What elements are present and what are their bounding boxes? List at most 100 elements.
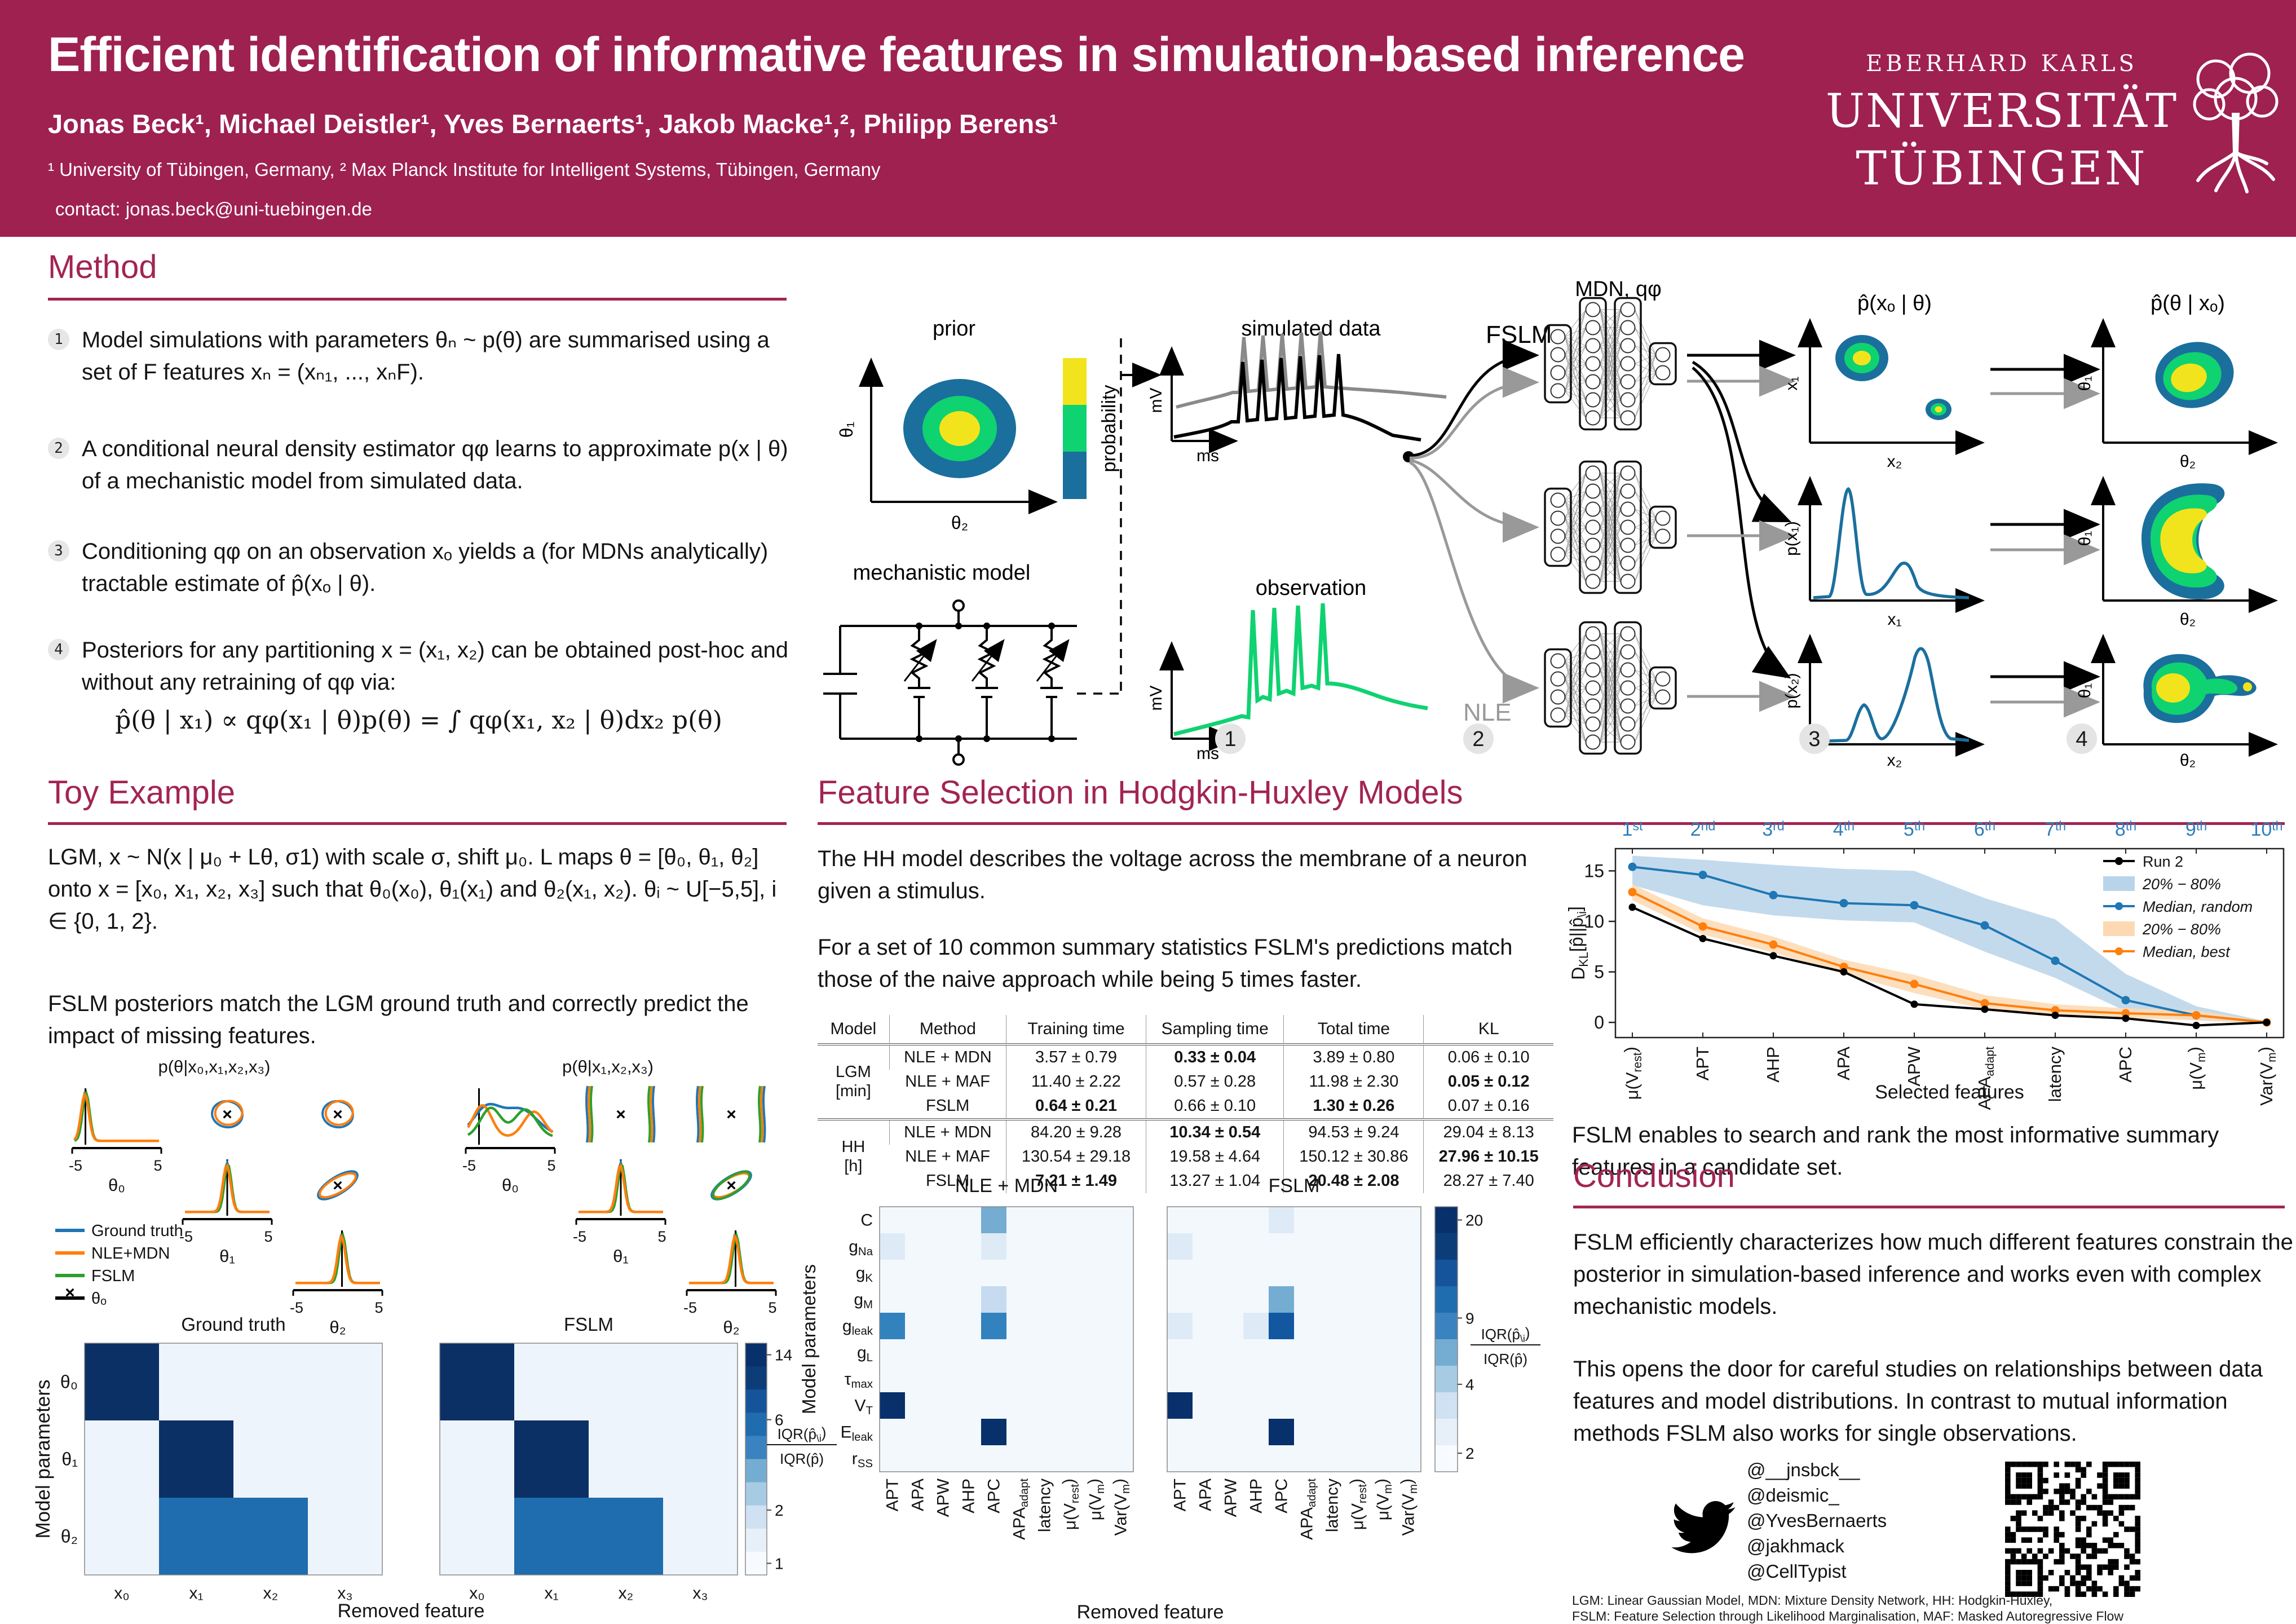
toy-rule [48,822,787,825]
heat-col-label: x₂ [619,1584,634,1603]
x-tick-label: μ(Vrest​) [1621,1047,1644,1100]
contact-email: contact: jonas.beck@uni-tuebingen.de [55,198,372,219]
corner-tick: -5 [69,1157,82,1174]
table-model-cell: LGM [min] [835,1063,871,1100]
heatmap-title: FSLM [1269,1175,1320,1197]
svg-text:×: × [726,1105,736,1124]
heat-col-label: APC [1273,1479,1291,1513]
heat-col-label: APT [884,1479,902,1511]
sampling-dashed-connector [1077,338,1122,695]
y-axis-title: DKL​[p̂||p̂\i​] [1565,906,1591,980]
corner-plot-marginal-posterior: p(θ|x₁,x₂,x₃) -5 5 θ₀ -5 5 θ₁ -5 5 θ₂ × × × [462,1057,777,1337]
sim-trace-gray [1176,331,1447,409]
hh-paragraph-1: The HH model describes the voltage acros… [818,846,1527,903]
table-value-cell: 150.12 ± 30.86 [1283,1145,1424,1169]
toy-paragraph-1: LGM, x ~ N(x | μ₀ + Lθ, σ1) with scale σ… [48,845,777,934]
tree-logo-icon [2193,52,2279,193]
corner-legend-label: NLE+MDN [91,1245,170,1263]
svg-text:3: 3 [1808,727,1820,751]
corner-axis-label: θ₁ [219,1246,235,1266]
toy-paragraph-2: FSLM posteriors match the LGM ground tru… [48,991,749,1048]
ranking-note: FSLM enables to search and rank the most… [1572,1123,2219,1180]
px2-ylabel: p(x₂) [1782,673,1801,708]
svg-text:×: × [616,1105,626,1124]
corner-tick: -5 [683,1299,697,1316]
y-tick-label: 0 [1594,1012,1604,1032]
x-tick-label: AHP [1763,1047,1783,1083]
corner-axis-label: θ₂ [329,1317,346,1337]
px1-xlabel: x₁ [1887,610,1901,629]
x-tick-label: APC [2116,1047,2135,1083]
corner-tick: -5 [462,1157,476,1174]
heat-row-label: τmax​ [845,1370,873,1391]
university-logo-line3: TÜBINGEN [1856,142,2148,196]
selection-order-label: 3rd​ [1762,818,1784,840]
item-number-badge: 2 [48,438,69,459]
table-header: Model [818,1015,890,1045]
method-item-3: 3 Conditioning qφ on an observation xₒ y… [48,536,789,600]
corner-tick: 5 [153,1157,162,1174]
post1-xlabel: θ₂ [2180,452,2196,471]
svg-text:1: 1 [1224,727,1236,751]
footnote-line-2: FSLM: Feature Selection through Likeliho… [1572,1609,2123,1624]
table-row: NLE + MAF 130.54 ± 29.18 19.58 ± 4.64 150.1… [818,1145,1553,1169]
heat-row-label: gK​ [856,1264,873,1285]
corner-title: p(θ|x₁,x₂,x₃) [562,1057,654,1076]
table-model-cell: HH [h] [818,1118,890,1193]
colorbar-tick: 1 [775,1555,784,1572]
twitter-handle: @__jnsbck__ [1747,1459,1860,1480]
table-header: Sampling time [1145,1015,1284,1045]
heat-col-label: APAadapt​ [1010,1479,1031,1540]
corner-tick: 5 [547,1157,555,1174]
heat-col-label: APAadapt​ [1298,1479,1319,1540]
lik-xlabel: x₂ [1887,452,1902,471]
table-method-cell: NLE + MDN [889,1044,1006,1070]
item-number-badge: 1 [48,329,69,350]
qr-code [2005,1462,2140,1597]
hh-heading: Feature Selection in Hodgkin-Huxley Mode… [818,774,1463,811]
heat-col-label: x₃ [337,1584,352,1603]
table-method-cell: FSLM [925,1097,970,1115]
obs-trace-green [1173,603,1428,736]
university-logo-line2: UNIVERSITÄT [1825,85,2178,138]
svg-text:×: × [222,1105,232,1124]
observation-label: observation [1256,576,1366,600]
table-value-cell: 0.05 ± 0.12 [1423,1070,1553,1094]
corner-legend-label: FSLM [91,1267,135,1285]
heat-col-label: x₂ [263,1584,279,1603]
table-value-cell: 0.64 ± 0.21 [1006,1094,1146,1119]
heat-col-label: APT [1171,1479,1190,1511]
obs-xlabel: ms [1196,744,1219,763]
prior-ylabel: θ₁ [836,422,856,438]
conclusion-paragraph-1: FSLM efficiently characterizes how much … [1573,1230,2293,1319]
table-value-cell: 130.54 ± 29.18 [1006,1145,1146,1169]
table-method-cell: NLE + MDN [889,1118,1006,1145]
benchmark-table: Model Method Training time Sampling time Tot… [818,1015,1553,1193]
x-tick-label: Var(Vm​) [2255,1047,2279,1106]
heat-col-label: latency [1036,1479,1054,1532]
colorbar-tick: 2 [775,1502,784,1519]
method-item-2: 2 A conditional neural density estimator… [48,433,789,497]
obs-ylabel: mV [1147,686,1165,711]
post3-xlabel: θ₂ [2180,751,2196,770]
selection-order-label: 2nd​ [1690,818,1716,840]
heatmap-title: Ground truth [181,1314,285,1335]
colorbar-tick: 20 [1465,1212,1483,1229]
svg-text:×: × [65,1283,75,1302]
nle-branch-label: NLE [1463,699,1512,726]
px2-xlabel: x₂ [1887,751,1902,770]
corner-tick: 5 [768,1299,776,1316]
heat-row-label: C [860,1211,873,1230]
sim-xlabel: ms [1196,447,1219,465]
heat-col-label: Var(Vm​) [1110,1479,1132,1535]
conclusion-rule [1573,1206,2285,1208]
heat-col-label: x₁ [544,1584,558,1603]
corner-axis-label: θ₁ [613,1246,629,1266]
heat-row-label: gNa​ [849,1238,873,1259]
method-rule [48,298,787,301]
heat-row-label: rSS​ [852,1450,873,1471]
heat-col-label: x₀ [469,1584,484,1603]
table-header: Total time [1283,1015,1424,1045]
px2-curve [1813,647,1970,743]
post1-ylabel: θ₁ [2076,376,2094,391]
